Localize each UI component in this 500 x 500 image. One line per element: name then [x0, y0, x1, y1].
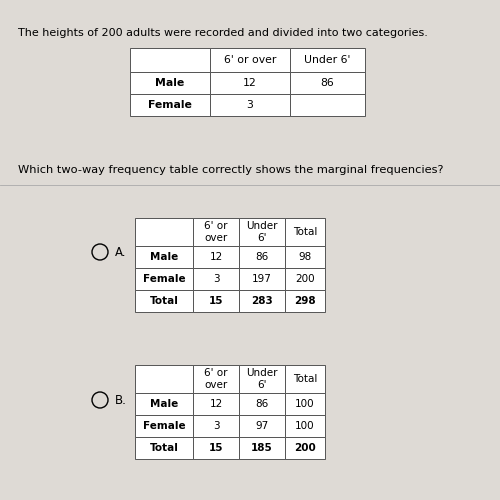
Text: 6' or
over: 6' or over [204, 221, 228, 243]
Bar [193, 268, 239, 290]
Bar [239, 290, 285, 312]
Bar [130, 48, 210, 72]
Text: Female: Female [148, 100, 192, 110]
Text: The heights of 200 adults were recorded and divided into two categories.: The heights of 200 adults were recorded … [18, 28, 428, 38]
Bar [130, 72, 210, 94]
Text: 86: 86 [256, 252, 268, 262]
Bar [290, 72, 365, 94]
Text: 6' or over: 6' or over [224, 55, 276, 65]
Bar [285, 246, 325, 268]
Text: 12: 12 [210, 399, 222, 409]
Text: Male: Male [150, 252, 178, 262]
Bar [135, 393, 193, 415]
Text: 86: 86 [256, 399, 268, 409]
Text: 200: 200 [295, 274, 315, 284]
Text: Under
6': Under 6' [246, 221, 278, 243]
Bar [193, 290, 239, 312]
Text: 86: 86 [320, 78, 334, 88]
Text: 3: 3 [212, 421, 220, 431]
Text: 3: 3 [246, 100, 254, 110]
Text: 12: 12 [243, 78, 257, 88]
Bar [135, 246, 193, 268]
Bar [130, 94, 210, 116]
Text: 6' or
over: 6' or over [204, 368, 228, 390]
Bar [285, 393, 325, 415]
Text: 197: 197 [252, 274, 272, 284]
Bar [285, 415, 325, 437]
Text: 97: 97 [256, 421, 268, 431]
Bar [285, 365, 325, 393]
Bar [239, 393, 285, 415]
Bar [135, 437, 193, 459]
Text: 298: 298 [294, 296, 316, 306]
Text: 98: 98 [298, 252, 312, 262]
Bar [239, 437, 285, 459]
Text: 100: 100 [295, 399, 315, 409]
Text: 15: 15 [209, 296, 223, 306]
Text: A.: A. [115, 246, 126, 258]
Bar [193, 246, 239, 268]
Text: Under
6': Under 6' [246, 368, 278, 390]
Text: 283: 283 [251, 296, 273, 306]
Bar [193, 415, 239, 437]
Text: Male: Male [150, 399, 178, 409]
Bar [193, 393, 239, 415]
Text: Under 6': Under 6' [304, 55, 350, 65]
Bar [239, 268, 285, 290]
Bar [193, 365, 239, 393]
Bar [135, 365, 193, 393]
Bar [135, 218, 193, 246]
Bar [290, 48, 365, 72]
Text: 12: 12 [210, 252, 222, 262]
Text: Female: Female [142, 421, 186, 431]
Bar [135, 268, 193, 290]
Bar [290, 94, 365, 116]
Text: Total: Total [293, 227, 317, 237]
Text: B.: B. [115, 394, 127, 406]
Text: Total: Total [150, 443, 178, 453]
Bar [239, 218, 285, 246]
Text: Female: Female [142, 274, 186, 284]
Bar [285, 437, 325, 459]
Bar [135, 290, 193, 312]
Bar [285, 268, 325, 290]
Text: Total: Total [293, 374, 317, 384]
Bar [285, 218, 325, 246]
Bar [239, 246, 285, 268]
Bar [239, 365, 285, 393]
Text: 3: 3 [212, 274, 220, 284]
Text: 185: 185 [251, 443, 273, 453]
Bar [210, 72, 290, 94]
Text: 200: 200 [294, 443, 316, 453]
Text: Male: Male [156, 78, 184, 88]
Bar [285, 290, 325, 312]
Bar [193, 218, 239, 246]
Text: 100: 100 [295, 421, 315, 431]
Bar [135, 415, 193, 437]
Bar [239, 415, 285, 437]
Bar [210, 94, 290, 116]
Bar [193, 437, 239, 459]
Text: Total: Total [150, 296, 178, 306]
Text: 15: 15 [209, 443, 223, 453]
Bar [210, 48, 290, 72]
Text: Which two-way frequency table correctly shows the marginal frequencies?: Which two-way frequency table correctly … [18, 165, 444, 175]
